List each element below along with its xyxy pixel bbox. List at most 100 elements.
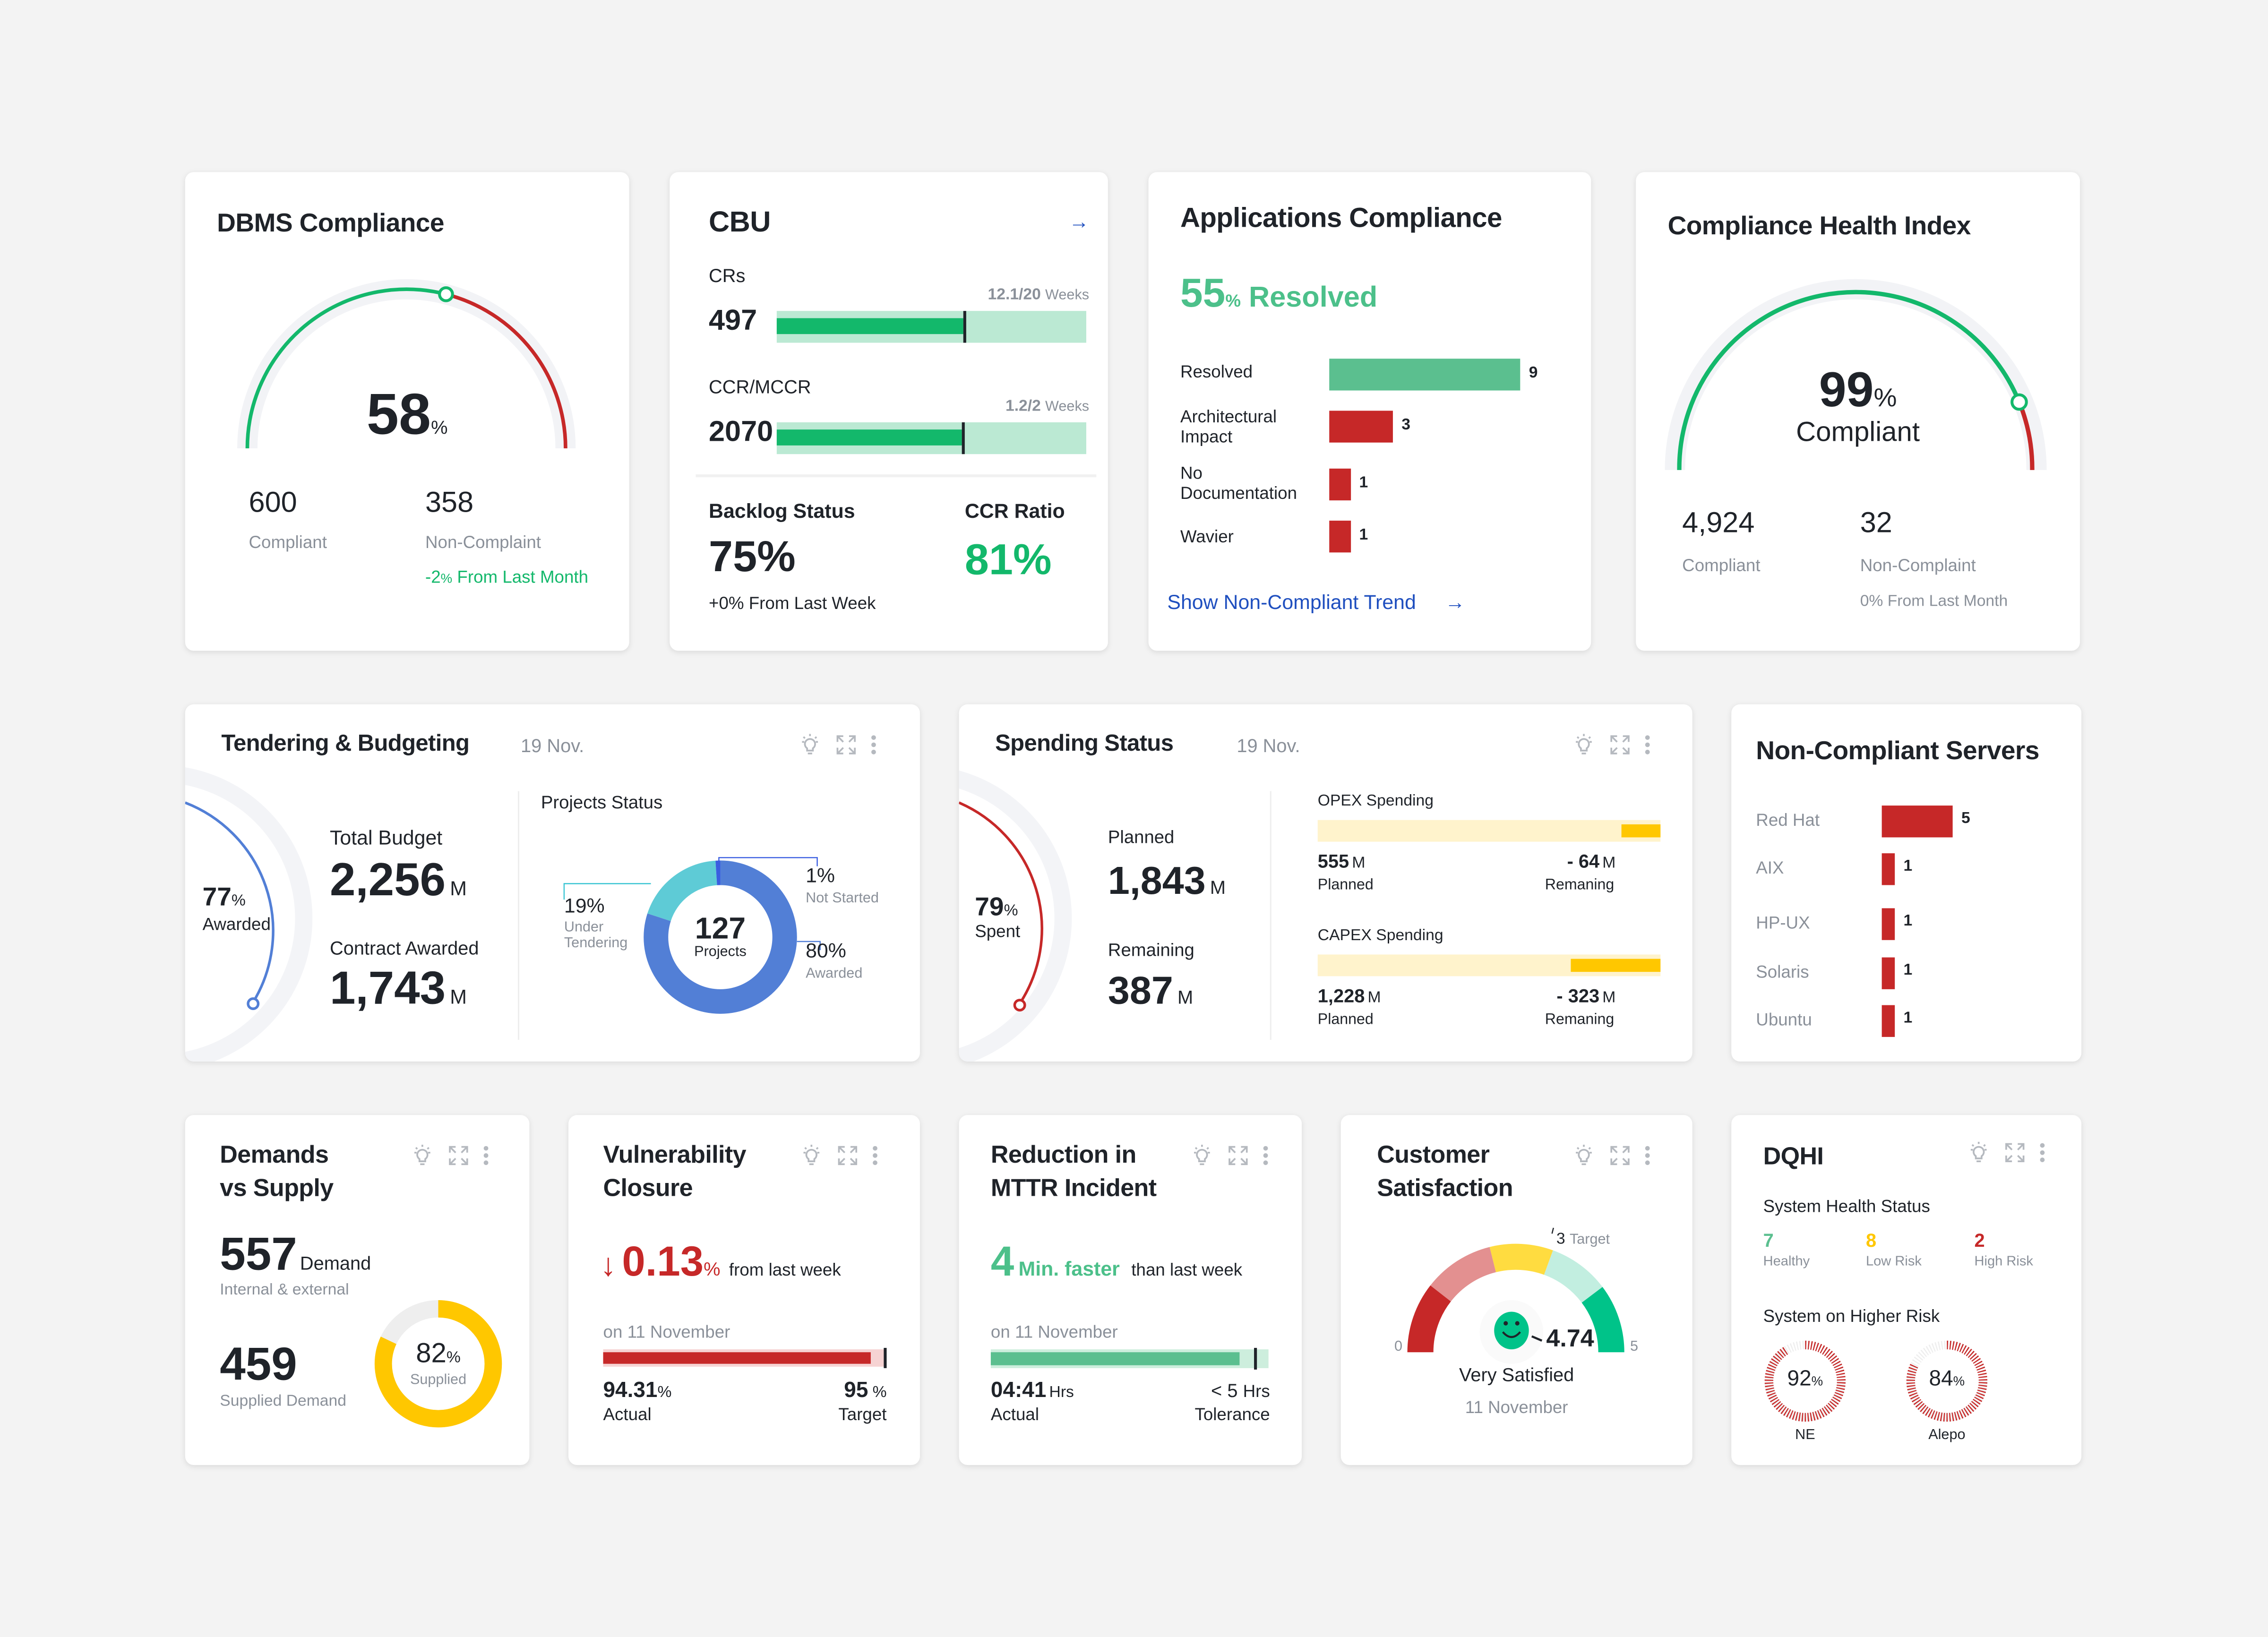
server-bar[interactable] bbox=[1881, 853, 1895, 885]
more-options-icon[interactable] bbox=[1263, 1145, 1268, 1166]
gauge-segment bbox=[1544, 1250, 1603, 1303]
gauge-marker bbox=[438, 286, 454, 302]
change-summary: ↓ 0.13% from last week bbox=[600, 1239, 841, 1286]
lightbulb-icon[interactable] bbox=[411, 1144, 434, 1167]
lightbulb-icon[interactable] bbox=[1190, 1144, 1213, 1167]
progress-marker bbox=[964, 311, 967, 343]
actual-value: 94.31% bbox=[603, 1378, 672, 1403]
card-title: DQHI bbox=[1763, 1142, 1824, 1170]
bar-label: Wavier bbox=[1180, 526, 1234, 547]
more-options-icon[interactable] bbox=[1645, 735, 1650, 755]
expand-icon[interactable] bbox=[1610, 1145, 1630, 1166]
server-bar[interactable] bbox=[1881, 957, 1895, 989]
more-options-icon[interactable] bbox=[872, 1145, 878, 1166]
customer-satisfaction-card: Customer Satisfaction 3 Target 0 5 4.74 … bbox=[1340, 1115, 1692, 1465]
dqhi-card: DQHI System Health Status 7 Healthy 8 Low R… bbox=[1731, 1115, 2082, 1465]
non-compliant-servers-card: Non-Compliant Servers Red Hat 5 AIX 1 HP-UX 1… bbox=[1731, 704, 2082, 1062]
ring-value: 92% bbox=[1787, 1366, 1823, 1391]
capex-remaining-fill bbox=[1570, 959, 1661, 972]
card-title: Compliance Health Index bbox=[1667, 211, 1971, 240]
server-label: AIX bbox=[1756, 857, 1784, 878]
dbms-compliance-card: DBMS Compliance 58% 600 Compliant 358 No… bbox=[185, 172, 629, 651]
status-count: 8 bbox=[1865, 1229, 1877, 1251]
card-title: CBU bbox=[708, 206, 771, 239]
opex-track bbox=[1317, 820, 1661, 842]
applications-compliance-card: Applications Compliance 55% Resolved Res… bbox=[1148, 172, 1591, 651]
bar-label: No Documentation bbox=[1180, 463, 1297, 504]
server-bar[interactable] bbox=[1881, 806, 1953, 838]
card-title: Tendering & Budgeting bbox=[221, 731, 470, 757]
gauge-segment bbox=[1581, 1287, 1624, 1353]
gauge-marker bbox=[1013, 999, 1026, 1012]
date-label: on 11 November bbox=[603, 1321, 730, 1342]
smiley-icon bbox=[1494, 1311, 1529, 1350]
server-bar[interactable] bbox=[1881, 908, 1895, 940]
status-label: Low Risk bbox=[1865, 1254, 1922, 1270]
health-status-label: System Health Status bbox=[1763, 1196, 1930, 1217]
expand-icon[interactable] bbox=[448, 1145, 469, 1166]
backlog-value: 75% bbox=[708, 533, 796, 582]
donut-fill bbox=[374, 1300, 502, 1428]
row-value: 2070 bbox=[708, 416, 773, 448]
more-options-icon[interactable] bbox=[483, 1145, 489, 1166]
server-label: Red Hat bbox=[1756, 810, 1820, 831]
awarded-label: Awarded bbox=[202, 914, 271, 934]
expand-icon[interactable] bbox=[836, 735, 856, 755]
more-options-icon[interactable] bbox=[2039, 1142, 2045, 1163]
gauge-segment bbox=[1430, 1247, 1496, 1302]
awarded-segment-pct: 80% bbox=[806, 938, 846, 962]
backlog-change: +0% From Last Week bbox=[708, 593, 876, 613]
donut-segment-under-tendering[interactable] bbox=[647, 860, 717, 921]
expand-icon[interactable] bbox=[837, 1145, 858, 1166]
bar[interactable] bbox=[1329, 468, 1351, 501]
divider bbox=[517, 791, 519, 1040]
bar[interactable] bbox=[1329, 359, 1521, 391]
expand-icon[interactable] bbox=[2005, 1142, 2025, 1163]
gauge-shadow bbox=[959, 770, 1072, 1062]
opex-planned-value: 555 M bbox=[1317, 850, 1366, 872]
progress-track bbox=[776, 311, 1086, 343]
arrow-right-icon[interactable]: → bbox=[1069, 209, 1090, 233]
card-actions bbox=[800, 1144, 878, 1167]
leader-line-awarded bbox=[797, 941, 821, 951]
expand-icon[interactable] bbox=[1610, 735, 1630, 755]
bar-value: 3 bbox=[1401, 416, 1411, 434]
donut-segment-not-started[interactable] bbox=[715, 860, 721, 885]
more-options-icon[interactable] bbox=[871, 735, 876, 755]
card-title: Spending Status bbox=[995, 731, 1174, 757]
donut-segment-awarded[interactable] bbox=[644, 860, 797, 1014]
leader-line-under-tendering bbox=[563, 883, 651, 900]
remaining-value: 387 M bbox=[1108, 969, 1194, 1012]
server-count: 1 bbox=[1903, 857, 1913, 875]
demands-vs-supply-card: Demands vs Supply 557 Demand Internal & e… bbox=[185, 1115, 530, 1465]
awarded-segment-label: Awarded bbox=[806, 966, 863, 982]
card-title-line1: Reduction in bbox=[990, 1141, 1136, 1169]
status-count: 7 bbox=[1763, 1229, 1774, 1251]
card-date: 19 Nov. bbox=[521, 735, 584, 757]
lightbulb-icon[interactable] bbox=[1967, 1141, 1990, 1164]
bar[interactable] bbox=[1329, 521, 1351, 553]
lightbulb-icon[interactable] bbox=[1572, 1144, 1596, 1167]
progress-text: 1.2/2 Weeks bbox=[1005, 397, 1090, 415]
gauge-value: 99% bbox=[1819, 363, 1897, 418]
gauge-marker bbox=[2010, 393, 2028, 411]
spent-pct: 79% bbox=[975, 892, 1018, 921]
lightbulb-icon[interactable] bbox=[800, 1144, 823, 1167]
more-options-icon[interactable] bbox=[1645, 1145, 1650, 1166]
progress-fill bbox=[776, 429, 962, 446]
projects-status-label: Projects Status bbox=[541, 792, 663, 813]
contract-awarded-label: Contract Awarded bbox=[329, 937, 479, 959]
bar-value: 1 bbox=[1359, 474, 1368, 492]
bar[interactable] bbox=[1329, 411, 1393, 443]
expand-icon[interactable] bbox=[1228, 1145, 1248, 1166]
lightbulb-icon[interactable] bbox=[1572, 733, 1596, 756]
change-text: 0% From Last Month bbox=[1860, 593, 2008, 610]
actual-label: Actual bbox=[990, 1404, 1040, 1425]
show-trend-link[interactable]: Show Non-Compliant Trend → bbox=[1167, 590, 1465, 613]
card-title-line1: Customer bbox=[1377, 1141, 1490, 1169]
progress-fill bbox=[990, 1352, 1240, 1365]
lightbulb-icon[interactable] bbox=[799, 733, 822, 756]
server-bar[interactable] bbox=[1881, 1005, 1895, 1037]
row-value: 497 bbox=[708, 305, 757, 337]
under-tendering-label: Under Tendering bbox=[564, 919, 628, 952]
